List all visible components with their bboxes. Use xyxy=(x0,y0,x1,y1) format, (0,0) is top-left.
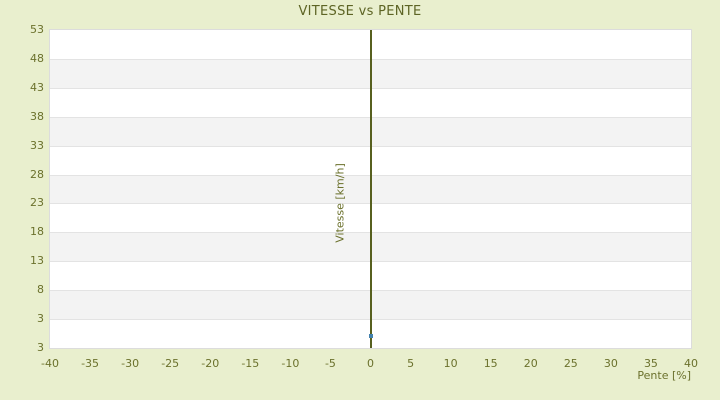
y-tick-label: 43 xyxy=(30,80,44,94)
y-axis-title: Vitesse [km/h] xyxy=(333,163,347,243)
x-tick-label: 0 xyxy=(367,357,374,370)
x-tick-label: -10 xyxy=(281,357,300,370)
x-tick-label: 15 xyxy=(483,357,498,370)
y-tick-label: 53 xyxy=(30,23,44,36)
x-tick-label: 20 xyxy=(523,357,538,370)
y-tick-label: 23 xyxy=(30,196,44,210)
x-tick-label: 40 xyxy=(684,357,698,370)
x-tick-label: -15 xyxy=(241,357,260,370)
x-tick-label: -40 xyxy=(41,357,59,370)
x-tick-label: 25 xyxy=(563,357,578,370)
y-axis-zero-line xyxy=(369,30,372,348)
x-axis-title: Pente [%] xyxy=(637,369,691,382)
data-point xyxy=(368,334,373,339)
x-tick-label: 10 xyxy=(443,357,458,370)
x-tick-label: -25 xyxy=(161,357,180,370)
y-tick-label: 8 xyxy=(37,283,44,297)
x-tick-label: -35 xyxy=(81,357,100,370)
chart-title: VITESSE vs PENTE xyxy=(298,4,422,19)
x-tick-label: -30 xyxy=(121,357,140,370)
y-tick-label: 3 xyxy=(37,312,44,326)
x-tick-label: 5 xyxy=(407,357,415,370)
x-tick-label: -5 xyxy=(324,357,336,370)
x-tick-label: 30 xyxy=(603,357,618,370)
y-tick-label: 3 xyxy=(37,341,44,354)
y-tick-label: 28 xyxy=(30,167,44,181)
y-tick-label: 18 xyxy=(30,225,44,239)
y-tick-label: 38 xyxy=(30,109,44,123)
x-tick-label: -20 xyxy=(201,357,220,370)
plot-area xyxy=(49,29,692,349)
y-tick-label: 13 xyxy=(30,254,44,268)
x-tick-label: 35 xyxy=(643,357,658,370)
y-tick-label: 48 xyxy=(30,51,44,65)
y-tick-label: 33 xyxy=(30,138,44,152)
